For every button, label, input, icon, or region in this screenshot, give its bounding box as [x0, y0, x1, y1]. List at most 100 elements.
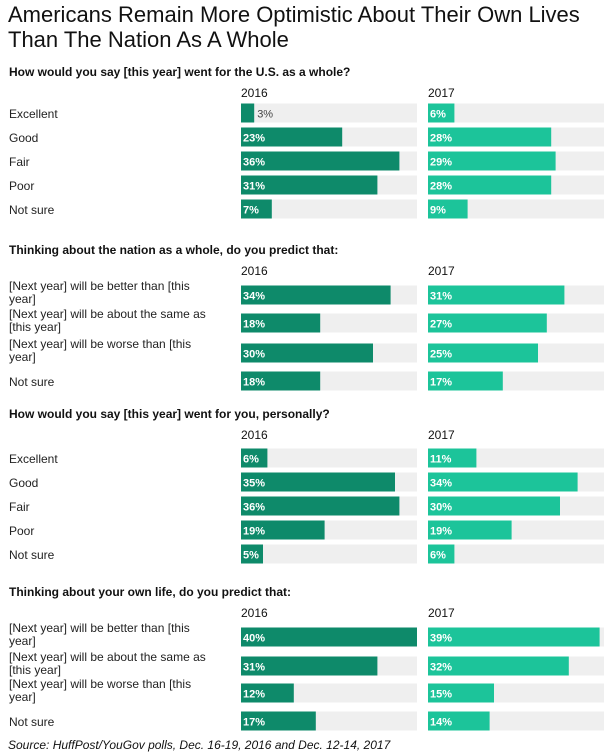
- bar-2016: [241, 656, 378, 676]
- category-label: [Next year] will be about the same as [th…: [9, 650, 206, 677]
- bar-2016: [241, 520, 325, 540]
- data-label: 18%: [243, 377, 265, 389]
- category-label: [Next year] will be worse than [this year…: [9, 337, 191, 364]
- bar-track: [241, 103, 417, 123]
- bar-2016: [241, 683, 294, 703]
- bar-2016: [241, 371, 321, 391]
- bar-2017: [428, 711, 490, 731]
- series-header-2017: 2017: [428, 428, 455, 442]
- section-question-2: Thinking about the nation as a whole, do…: [9, 243, 338, 257]
- category-label: Poor: [9, 179, 34, 193]
- bar-2017: [428, 371, 503, 391]
- bar-2016: [241, 151, 400, 171]
- bar-2017: [428, 285, 565, 305]
- bar-2016: [241, 627, 417, 647]
- section-question-1: How would you say [this year] went for t…: [9, 65, 350, 79]
- bar-2017: [428, 448, 477, 468]
- category-label: Not sure: [9, 203, 55, 217]
- data-label: 32%: [430, 662, 452, 674]
- data-label: 34%: [430, 478, 452, 490]
- bar-2017: [428, 343, 538, 363]
- data-label: 5%: [243, 550, 259, 562]
- data-label: 15%: [430, 689, 452, 701]
- data-label: 30%: [243, 349, 265, 361]
- category-label: Fair: [9, 155, 30, 169]
- data-label: 25%: [430, 349, 452, 361]
- category-label: Good: [9, 131, 38, 145]
- data-label: 30%: [430, 502, 452, 514]
- bar-2016: [241, 343, 373, 363]
- category-label: [Next year] will be about the same as [th…: [9, 307, 206, 334]
- source-note: Source: HuffPost/YouGov polls, Dec. 16-1…: [8, 738, 391, 752]
- bar-track: [428, 199, 604, 219]
- bar-track: [241, 448, 417, 468]
- category-label: Not sure: [9, 548, 55, 562]
- bar-2016: [241, 175, 378, 195]
- bar-2017: [428, 151, 556, 171]
- bar-2017: [428, 627, 600, 647]
- section-question-4: Thinking about your own life, do you pre…: [9, 585, 291, 599]
- data-label: 28%: [430, 133, 452, 145]
- series-header-2016: 2016: [241, 606, 268, 620]
- data-label: 34%: [243, 291, 265, 303]
- bar-2017: [428, 496, 560, 516]
- bar-track: [428, 544, 604, 564]
- data-label: 3%: [257, 109, 273, 121]
- data-label: 6%: [430, 550, 446, 562]
- category-label: Excellent: [9, 107, 58, 121]
- data-label: 39%: [430, 633, 452, 645]
- bar-2016: [241, 285, 391, 305]
- data-label: 36%: [243, 502, 265, 514]
- series-header-2016: 2016: [241, 86, 268, 100]
- bar-2016: [241, 313, 321, 333]
- data-label: 29%: [430, 157, 452, 169]
- data-label: 12%: [243, 689, 265, 701]
- data-label: 28%: [430, 181, 452, 193]
- bar-2016: [241, 448, 268, 468]
- bar-2016: [241, 472, 395, 492]
- bar-track: [428, 103, 604, 123]
- bar-2017: [428, 472, 578, 492]
- bar-track: [241, 544, 417, 564]
- category-label: Not sure: [9, 715, 55, 729]
- bar-2016: [241, 711, 316, 731]
- data-label: 27%: [430, 319, 452, 331]
- bar-2017: [428, 656, 569, 676]
- bar-2017: [428, 103, 455, 123]
- category-label: Poor: [9, 524, 34, 538]
- data-label: 35%: [243, 478, 265, 490]
- data-label: 11%: [430, 454, 452, 466]
- data-label: 31%: [430, 291, 452, 303]
- chart-title: Americans Remain More Optimistic About T…: [8, 2, 580, 52]
- data-label: 23%: [243, 133, 265, 145]
- data-label: 6%: [243, 454, 259, 466]
- category-label: [Next year] will be better than [this yea…: [9, 621, 190, 648]
- category-label: Not sure: [9, 375, 55, 389]
- bar-2017: [428, 175, 552, 195]
- bar-2017: [428, 199, 468, 219]
- series-header-2016: 2016: [241, 264, 268, 278]
- category-label: [Next year] will be better than [this yea…: [9, 279, 190, 306]
- bar-2016: [241, 127, 343, 147]
- data-label: 19%: [430, 526, 452, 538]
- bar-2017: [428, 520, 512, 540]
- data-label: 6%: [430, 109, 446, 121]
- data-label: 17%: [243, 717, 265, 729]
- bar-2017: [428, 313, 547, 333]
- category-label: Good: [9, 476, 38, 490]
- section-question-3: How would you say [this year] went for y…: [9, 407, 330, 421]
- bar-2016: [241, 199, 272, 219]
- series-header-2017: 2017: [428, 264, 455, 278]
- bar-2017: [428, 544, 455, 564]
- data-label: 40%: [243, 633, 265, 645]
- bar-2016: [241, 544, 263, 564]
- data-label: 19%: [243, 526, 265, 538]
- data-label: 17%: [430, 377, 452, 389]
- bar-track: [241, 199, 417, 219]
- data-label: 7%: [243, 205, 259, 217]
- category-label: [Next year] will be worse than [this year…: [9, 677, 191, 704]
- data-label: 9%: [430, 205, 446, 217]
- category-label: Fair: [9, 500, 30, 514]
- series-header-2016: 2016: [241, 428, 268, 442]
